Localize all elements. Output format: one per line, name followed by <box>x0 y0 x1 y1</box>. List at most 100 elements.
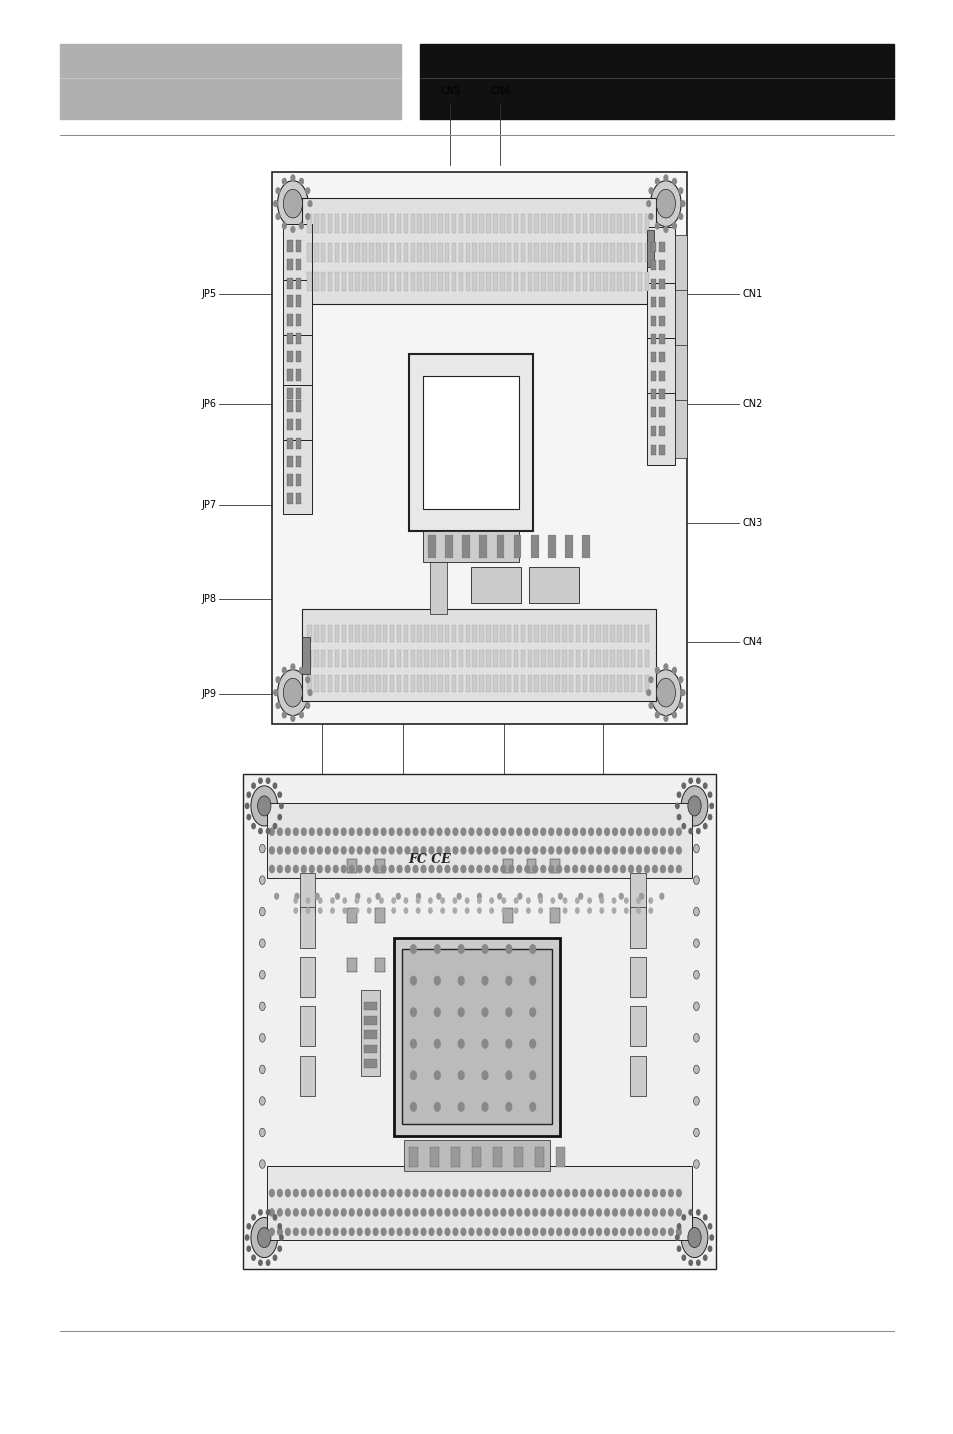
Circle shape <box>693 971 699 979</box>
Circle shape <box>587 908 591 913</box>
Bar <box>602 625 607 642</box>
Circle shape <box>650 181 680 227</box>
Circle shape <box>273 1255 276 1260</box>
Circle shape <box>301 846 306 855</box>
Circle shape <box>476 1209 481 1216</box>
Circle shape <box>445 1189 450 1196</box>
Bar <box>320 214 325 234</box>
Bar <box>550 859 559 873</box>
Bar <box>295 351 301 363</box>
Bar <box>548 272 552 291</box>
Circle shape <box>500 829 505 835</box>
Bar <box>452 272 456 291</box>
Circle shape <box>357 1209 362 1216</box>
Circle shape <box>294 898 297 903</box>
Circle shape <box>637 898 639 903</box>
Bar <box>307 675 312 693</box>
Circle shape <box>434 1008 439 1017</box>
Circle shape <box>301 1228 306 1235</box>
Circle shape <box>294 865 298 872</box>
Circle shape <box>628 1189 633 1196</box>
Bar <box>295 295 301 307</box>
Circle shape <box>476 846 481 855</box>
Bar <box>363 1015 376 1024</box>
Circle shape <box>460 1228 465 1235</box>
Bar <box>287 389 293 400</box>
Circle shape <box>524 846 529 855</box>
Circle shape <box>273 783 276 789</box>
Circle shape <box>275 703 279 708</box>
Bar <box>341 272 346 291</box>
Bar <box>450 1147 459 1167</box>
Circle shape <box>497 893 501 899</box>
Circle shape <box>696 779 700 783</box>
Bar <box>582 625 586 642</box>
Circle shape <box>648 188 652 194</box>
Circle shape <box>524 1189 529 1196</box>
Bar <box>644 242 648 262</box>
Circle shape <box>612 1189 617 1196</box>
Bar <box>630 625 635 642</box>
Bar <box>444 625 449 642</box>
Bar <box>410 242 415 262</box>
Bar <box>320 242 325 262</box>
Bar <box>347 909 356 923</box>
Bar <box>335 214 339 234</box>
Bar <box>382 675 387 693</box>
Circle shape <box>693 1002 699 1011</box>
Circle shape <box>652 865 657 872</box>
Bar <box>347 859 356 873</box>
Circle shape <box>357 865 362 872</box>
Circle shape <box>659 893 663 899</box>
Circle shape <box>599 908 603 913</box>
Bar <box>320 272 325 291</box>
Circle shape <box>259 1160 265 1169</box>
Bar <box>555 625 559 642</box>
Bar <box>610 650 614 667</box>
Circle shape <box>702 1215 706 1220</box>
Bar <box>502 909 512 923</box>
Circle shape <box>514 898 517 903</box>
Circle shape <box>636 829 640 835</box>
Bar <box>335 650 339 667</box>
Bar <box>472 214 476 234</box>
Bar <box>623 650 628 667</box>
Bar <box>314 625 318 642</box>
Circle shape <box>270 829 274 835</box>
Circle shape <box>702 1255 706 1260</box>
Bar <box>617 625 621 642</box>
Bar <box>617 242 621 262</box>
Bar <box>390 675 394 693</box>
Circle shape <box>656 678 675 707</box>
Bar <box>675 346 686 403</box>
Circle shape <box>306 188 310 194</box>
Circle shape <box>564 846 569 855</box>
Circle shape <box>659 846 664 855</box>
Bar <box>431 625 436 642</box>
Circle shape <box>681 823 685 829</box>
Bar <box>527 625 532 642</box>
Bar <box>534 625 538 642</box>
Circle shape <box>540 1209 545 1216</box>
Text: CN1: CN1 <box>741 290 761 298</box>
Circle shape <box>524 1209 529 1216</box>
Circle shape <box>247 1223 251 1229</box>
Circle shape <box>355 898 358 903</box>
Bar <box>506 214 511 234</box>
Circle shape <box>709 1235 713 1240</box>
Circle shape <box>596 829 600 835</box>
Bar <box>465 675 470 693</box>
Circle shape <box>529 1103 535 1111</box>
Bar <box>403 214 408 234</box>
Bar <box>650 334 656 344</box>
Circle shape <box>294 846 298 855</box>
Bar <box>486 650 490 667</box>
Bar <box>403 675 408 693</box>
Bar <box>382 625 387 642</box>
Bar <box>287 400 293 412</box>
Bar <box>472 650 476 667</box>
Bar <box>375 650 380 667</box>
Circle shape <box>508 829 513 835</box>
Bar <box>341 214 346 234</box>
Circle shape <box>396 893 400 899</box>
